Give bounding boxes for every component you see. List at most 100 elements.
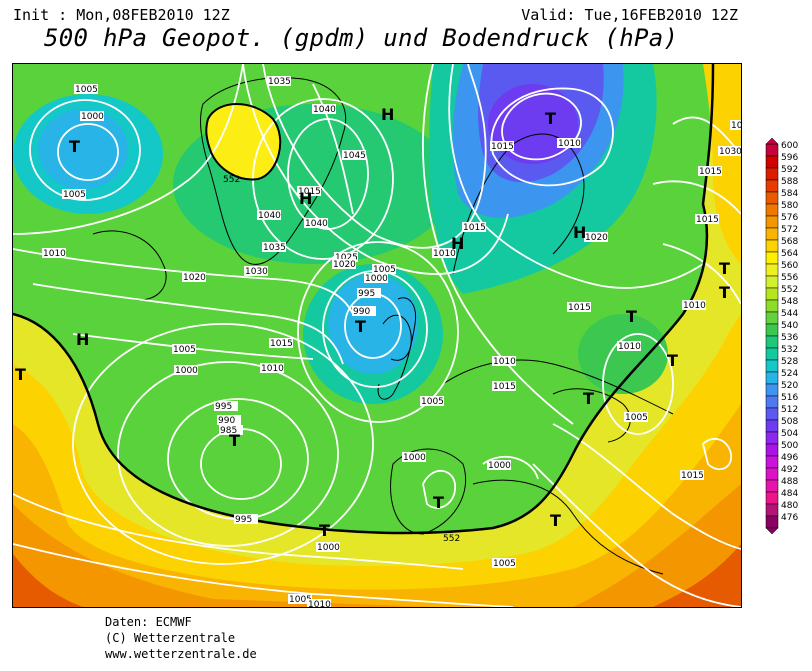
- color-scale-cell: [765, 311, 779, 325]
- pressure-label-bg: [42, 248, 66, 258]
- color-scale-cell: [765, 407, 779, 421]
- color-scale-cell: [765, 383, 779, 397]
- pressure-label: 1010: [558, 139, 581, 149]
- field-blue-low: [328, 274, 418, 374]
- high-pressure-marker: H: [451, 234, 464, 253]
- pressure-label: 995: [358, 289, 375, 299]
- pressure-label: 1015: [681, 471, 704, 481]
- pressure-label-bg: [74, 84, 98, 94]
- color-scale-label: 500: [781, 441, 798, 451]
- contour-552: [13, 64, 715, 535]
- pressure-label: 1030: [245, 267, 268, 277]
- color-scale-cell: [765, 143, 779, 157]
- color-scale-cell: [765, 263, 779, 277]
- color-scale-cell: [765, 491, 779, 505]
- color-scale-label: 572: [781, 225, 798, 235]
- pressure-label: 1040: [305, 219, 328, 229]
- pressure-label-bg: [80, 111, 104, 121]
- color-scale-cell: [765, 395, 779, 409]
- low-pressure-marker: T: [15, 365, 26, 384]
- pressure-label-bg: [62, 189, 86, 199]
- pressure-label-bg: [244, 266, 268, 276]
- pressure-label-bg: [269, 338, 293, 348]
- pressure-label: 1020: [585, 233, 608, 243]
- valid-time: Valid: Tue,16FEB2010 12Z: [521, 6, 738, 24]
- color-scale-top-arrow: [765, 138, 779, 145]
- pressure-label-bg: [682, 300, 706, 310]
- color-scale-cell: [765, 203, 779, 217]
- color-scale-label: 484: [781, 489, 798, 499]
- pressure-label-bg: [402, 452, 426, 462]
- pressure-label: 1025: [335, 253, 358, 263]
- color-scale-cell: [765, 227, 779, 241]
- contour-552-label-greenland: 552: [223, 175, 240, 185]
- pressure-label: 1020: [333, 260, 356, 270]
- color-scale-bottom-arrow: [765, 527, 779, 535]
- field-greenland-yellow: [206, 104, 281, 180]
- pressure-labels: 1005100010051010103510401045101510401040…: [42, 76, 741, 607]
- pressure-label-bg: [567, 302, 591, 312]
- pressure-label: 1035: [263, 243, 286, 253]
- contour-552-greenland: [205, 103, 282, 181]
- color-scale-label: 584: [781, 189, 798, 199]
- pressure-label: 1010: [433, 249, 456, 259]
- pressure-label-bg: [492, 381, 516, 391]
- pressure-label-bg: [260, 363, 284, 373]
- init-time: Init : Mon,08FEB2010 12Z: [13, 6, 230, 24]
- high-pressure-marker: H: [381, 105, 394, 124]
- color-scale-label: 512: [781, 405, 798, 415]
- pressure-label-bg: [372, 264, 396, 274]
- color-scale-cell: [765, 167, 779, 181]
- pressure-label-bg: [584, 232, 608, 242]
- color-scale-cell: [765, 323, 779, 337]
- pressure-label-bg: [695, 214, 719, 224]
- pressure-label: 995: [215, 402, 232, 412]
- pressure-label-bg: [680, 470, 704, 480]
- pressure-label: 1000: [488, 461, 511, 471]
- pressure-label: 1040: [258, 211, 281, 221]
- pressure-label-bg: [288, 594, 312, 604]
- pressure-label: 1005: [493, 559, 516, 569]
- pressure-label: 1010: [308, 600, 331, 607]
- pressure-label: 1005: [625, 413, 648, 423]
- weather-map: 1005 1000 1005 1010 1035 1040 1045 1015 1040 1040…: [12, 63, 742, 608]
- pressure-label-bg: [214, 401, 238, 411]
- color-scale-cell: [765, 191, 779, 205]
- field-584-sw: [13, 554, 83, 607]
- color-scale-label: 552: [781, 285, 798, 295]
- pressure-label: 1015: [463, 223, 486, 233]
- pressure-label: 1015: [699, 167, 722, 177]
- field-cyan-russia: [578, 314, 668, 394]
- color-scale-label: 476: [781, 513, 798, 523]
- color-scale-cell: [765, 467, 779, 481]
- color-scale: 600 596 592 588 584 580 576 572 568 564 560 556 552 5…: [765, 138, 798, 535]
- pressure-label: 1005: [63, 190, 86, 200]
- color-scale-label: 488: [781, 477, 798, 487]
- pressure-label: 1010: [618, 342, 641, 352]
- pressure-label-bg: [174, 365, 198, 375]
- color-scale-label: 544: [781, 309, 798, 319]
- pressure-label-bg: [342, 150, 366, 160]
- field-576: [13, 504, 433, 607]
- pressure-label-bg: [332, 259, 356, 269]
- color-scale-cell: [765, 179, 779, 193]
- low-pressure-marker: T: [667, 351, 678, 370]
- color-scale-label: 592: [781, 165, 798, 175]
- pressure-label: 1005: [421, 397, 444, 407]
- color-scale-cell: [765, 299, 779, 313]
- pressure-label-bg: [304, 218, 328, 228]
- color-scale-label: 508: [781, 417, 798, 427]
- pressure-label-bg: [364, 273, 388, 283]
- pressure-label: 1000: [317, 543, 340, 553]
- pressure-label: 1000: [403, 453, 426, 463]
- pressure-label: 990: [218, 416, 235, 426]
- pressure-label: 995: [235, 515, 252, 525]
- pressure-label-bg: [316, 542, 340, 552]
- high-pressure-marker: H: [299, 189, 312, 208]
- field-576-e: [573, 484, 741, 607]
- color-scale-label: 568: [781, 237, 798, 247]
- pressure-label-bg: [487, 460, 511, 470]
- low-pressure-marker: T: [355, 317, 366, 336]
- color-scale-label: 588: [781, 177, 798, 187]
